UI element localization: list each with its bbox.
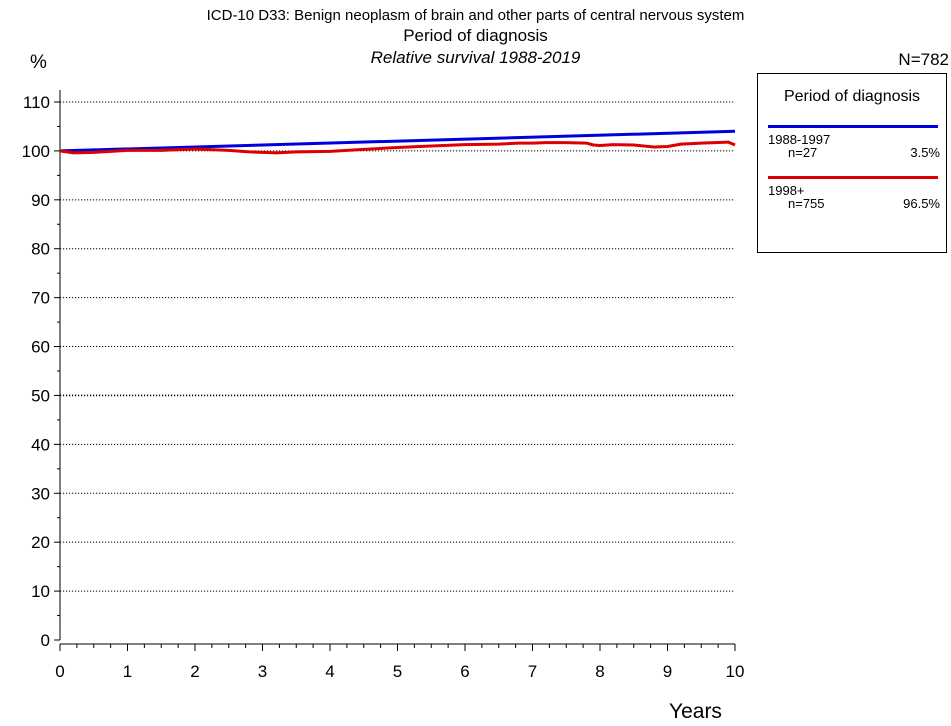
y-tick-label: 60: [31, 338, 50, 357]
chart-title: ICD-10 D33: Benign neoplasm of brain and…: [206, 7, 745, 24]
x-tick-label: 6: [460, 662, 469, 681]
y-tick-label: 0: [41, 631, 50, 650]
y-tick-label: 80: [31, 240, 50, 259]
x-tick-label: 9: [663, 662, 672, 681]
y-tick-label: 70: [31, 289, 50, 308]
legend: Period of diagnosis 1988-1997 n=27 3.5% …: [757, 73, 947, 253]
series-line-1998-: [59, 140, 736, 155]
legend-count: n=755: [788, 196, 825, 211]
chart-subtitle: Period of diagnosis: [403, 26, 548, 45]
y-tick-label: 50: [31, 386, 50, 405]
x-tick-label: 5: [393, 662, 402, 681]
y-tick-label: 10: [31, 582, 50, 601]
x-axis-label: Years: [669, 700, 722, 723]
legend-entry-1998-plus: 1998+ n=755 96.5%: [758, 176, 946, 232]
n-total-label: N=782: [898, 50, 949, 69]
x-tick-label: 0: [55, 662, 64, 681]
series-line-1988-1997: [59, 129, 736, 153]
legend-label: 1988-1997: [768, 132, 831, 147]
y-tick-label: 20: [31, 533, 50, 552]
x-tick-label: 2: [190, 662, 199, 681]
x-tick-label: 8: [595, 662, 604, 681]
legend-label: 1998+: [768, 183, 805, 198]
legend-entry-1988-1997: 1988-1997 n=27 3.5%: [758, 125, 946, 181]
x-tick-label: 1: [123, 662, 132, 681]
y-tick-label: 100: [22, 142, 50, 161]
y-tick-label: 110: [23, 93, 50, 112]
legend-count: n=27: [788, 145, 818, 160]
legend-swatch-1998-plus: [768, 176, 938, 179]
x-tick-label: 10: [726, 662, 745, 681]
legend-title: Period of diagnosis: [783, 88, 921, 105]
legend-percent: 96.5%: [903, 196, 940, 211]
x-tick-label: 7: [528, 662, 537, 681]
y-tick-label: 90: [31, 191, 50, 210]
y-axis-label: %: [30, 52, 47, 73]
chart-subsubtitle: Relative survival 1988-2019: [370, 48, 581, 67]
legend-swatch-1988-1997: [768, 125, 938, 128]
legend-percent: 3.5%: [910, 145, 940, 160]
y-tick-label: 30: [31, 484, 50, 503]
x-tick-label: 4: [325, 662, 334, 681]
x-tick-label: 3: [258, 662, 267, 681]
y-tick-label: 40: [31, 435, 50, 454]
